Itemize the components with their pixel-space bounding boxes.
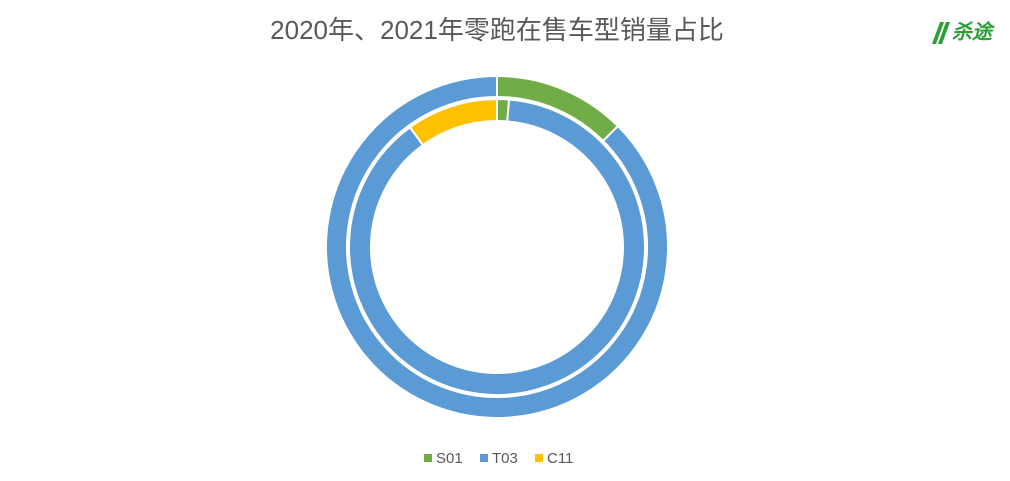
donut-segment [325,74,669,419]
chart-title: 2020年、2021年零跑在售车型销量占比 [270,15,724,45]
legend-swatch [480,454,488,462]
legend-label: C11 [547,450,573,467]
donut-segment [408,97,498,147]
legend-label: T03 [492,450,518,467]
legend-swatch [535,454,543,462]
logo-text: 杀途 [952,20,996,43]
legend-swatch [424,454,432,462]
logo: 杀途 [932,20,996,44]
donut-segment [348,98,646,396]
legend-label: S01 [436,450,463,467]
logo-stripes [932,22,950,44]
